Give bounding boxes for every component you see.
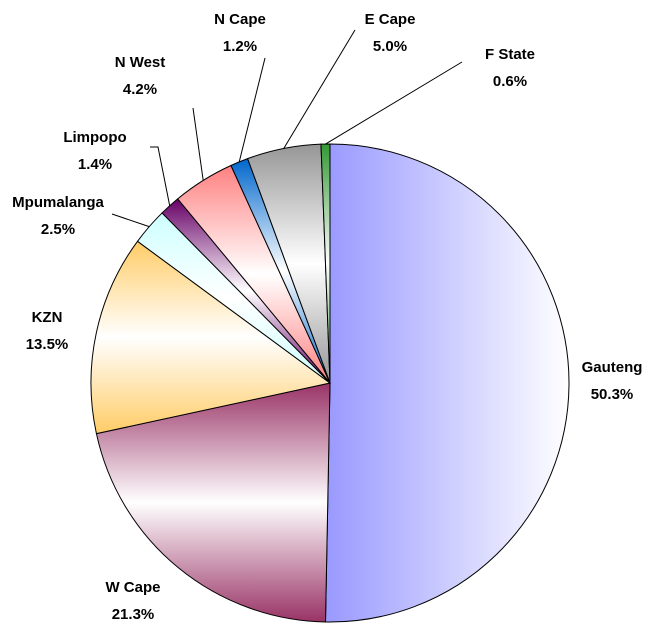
slice-value-label: 4.2%: [123, 81, 157, 98]
pie-slice: [90, 240, 332, 435]
leader-line: [192, 107, 204, 181]
slice-label: KZN: [32, 309, 63, 326]
slice-label: N Cape: [214, 11, 266, 28]
slice-value-label: 1.2%: [223, 38, 257, 55]
slice-value-label: 13.5%: [26, 336, 69, 353]
slice-label: Limpopo: [63, 129, 126, 146]
slice-label: F State: [485, 46, 535, 63]
pie-slice: [320, 143, 331, 384]
slice-value-label: 5.0%: [373, 38, 407, 55]
slice-value-label: 50.3%: [591, 386, 634, 403]
leader-line: [283, 29, 356, 149]
slice-value-label: 0.6%: [493, 73, 527, 90]
slice-value-label: 2.5%: [41, 221, 75, 238]
slice-value-label: 21.3%: [112, 606, 155, 623]
slice-label: Gauteng: [582, 359, 643, 376]
slice-label: W Cape: [105, 579, 160, 596]
leader-line: [111, 213, 150, 228]
slice-label: N West: [115, 54, 166, 71]
leader-line: [238, 57, 266, 163]
pie-slice: [324, 143, 570, 623]
pie-slice: [95, 382, 331, 623]
slice-value-label: 1.4%: [78, 156, 112, 173]
slice-label: Mpumalanga: [12, 194, 104, 211]
leader-line: [325, 61, 463, 145]
leader-line: [150, 146, 171, 206]
slice-label: E Cape: [365, 11, 416, 28]
